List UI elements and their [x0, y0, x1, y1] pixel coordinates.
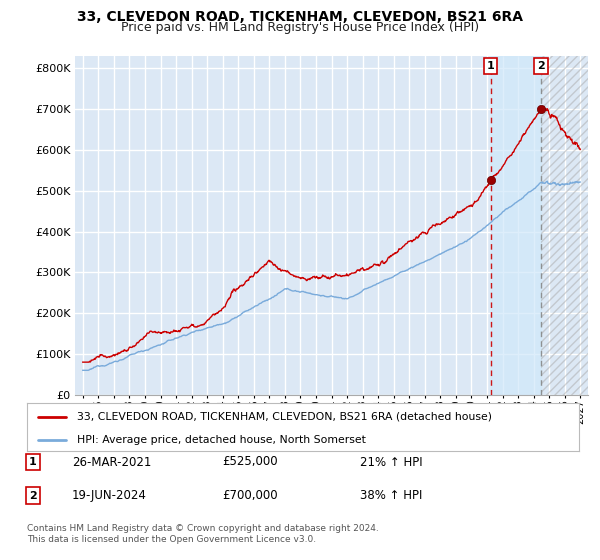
Text: HPI: Average price, detached house, North Somerset: HPI: Average price, detached house, Nort… [77, 435, 365, 445]
Bar [491, 56, 541, 395]
Text: 2: 2 [29, 491, 37, 501]
Text: 2: 2 [537, 61, 545, 71]
Bar [541, 56, 588, 395]
Text: 33, CLEVEDON ROAD, TICKENHAM, CLEVEDON, BS21 6RA: 33, CLEVEDON ROAD, TICKENHAM, CLEVEDON, … [77, 10, 523, 24]
Text: £525,000: £525,000 [222, 455, 278, 469]
Text: 19-JUN-2024: 19-JUN-2024 [72, 489, 147, 502]
Text: 26-MAR-2021: 26-MAR-2021 [72, 455, 151, 469]
Text: 38% ↑ HPI: 38% ↑ HPI [360, 489, 422, 502]
Text: 1: 1 [487, 61, 494, 71]
Text: £700,000: £700,000 [222, 489, 278, 502]
Bar [541, 56, 588, 395]
Text: 21% ↑ HPI: 21% ↑ HPI [360, 455, 422, 469]
Text: 1: 1 [29, 457, 37, 467]
Text: 33, CLEVEDON ROAD, TICKENHAM, CLEVEDON, BS21 6RA (detached house): 33, CLEVEDON ROAD, TICKENHAM, CLEVEDON, … [77, 412, 491, 422]
Text: Contains HM Land Registry data © Crown copyright and database right 2024.
This d: Contains HM Land Registry data © Crown c… [27, 524, 379, 544]
Text: Price paid vs. HM Land Registry's House Price Index (HPI): Price paid vs. HM Land Registry's House … [121, 21, 479, 34]
